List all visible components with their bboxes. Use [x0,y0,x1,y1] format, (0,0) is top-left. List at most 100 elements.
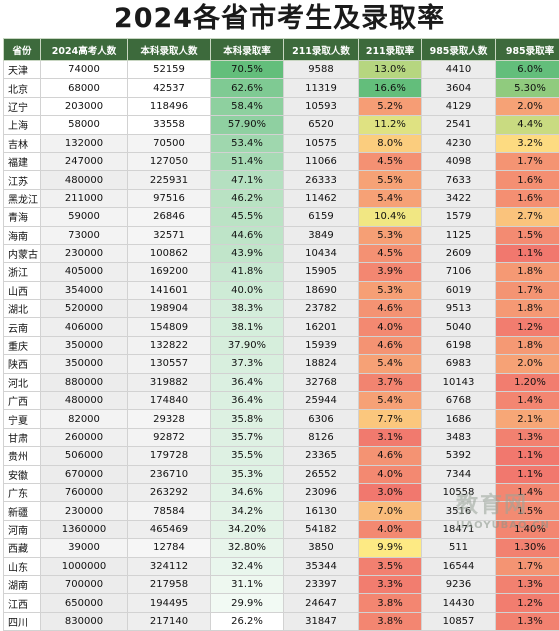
cell-undergrad-rate: 34.20% [211,520,284,538]
cell-undergrad-count: 132822 [128,336,211,354]
cell-undergrad-rate: 58.4% [211,97,284,115]
header-c985-rate: 985录取率 [496,39,559,61]
cell-c211-count: 31847 [284,612,359,630]
cell-gaokao-count: 211000 [41,189,128,207]
cell-undergrad-rate: 45.5% [211,208,284,226]
cell-gaokao-count: 260000 [41,428,128,446]
cell-undergrad-count: 33558 [128,116,211,134]
cell-c211-rate: 4.0% [359,318,422,336]
watermark-logo: 教育网 [456,492,556,520]
cell-province: 浙江 [4,263,41,281]
header-province: 省份 [4,39,41,61]
cell-c211-count: 18690 [284,281,359,299]
cell-c985-rate: 1.2% [496,318,559,336]
cell-c211-rate: 3.8% [359,612,422,630]
cell-c211-count: 6159 [284,208,359,226]
cell-gaokao-count: 230000 [41,244,128,262]
cell-undergrad-count: 127050 [128,152,211,170]
cell-c211-rate: 4.6% [359,336,422,354]
cell-c985-count: 3604 [422,79,496,97]
cell-c211-count: 9588 [284,61,359,79]
cell-province: 天津 [4,61,41,79]
cell-gaokao-count: 247000 [41,152,128,170]
cell-undergrad-rate: 34.6% [211,483,284,501]
header-gaokao-count: 2024高考人数 [41,39,128,61]
cell-c211-rate: 4.0% [359,465,422,483]
cell-c211-rate: 9.9% [359,539,422,557]
cell-undergrad-rate: 34.2% [211,502,284,520]
cell-undergrad-rate: 57.90% [211,116,284,134]
cell-c985-count: 10857 [422,612,496,630]
cell-c211-rate: 5.3% [359,226,422,244]
cell-c211-rate: 7.0% [359,502,422,520]
cell-undergrad-count: 174840 [128,392,211,410]
cell-c985-rate: 4.4% [496,116,559,134]
cell-c985-rate: 1.8% [496,300,559,318]
cell-gaokao-count: 203000 [41,97,128,115]
cell-c985-count: 4129 [422,97,496,115]
cell-province: 黑龙江 [4,189,41,207]
cell-undergrad-rate: 70.5% [211,61,284,79]
header-c211-rate: 211录取率 [359,39,422,61]
cell-province: 广西 [4,392,41,410]
cell-undergrad-count: 179728 [128,447,211,465]
cell-province: 湖南 [4,575,41,593]
cell-c985-count: 1125 [422,226,496,244]
cell-c211-count: 8126 [284,428,359,446]
cell-province: 内蒙古 [4,244,41,262]
cell-c985-rate: 3.2% [496,134,559,152]
cell-c211-count: 11066 [284,152,359,170]
cell-province: 河北 [4,373,41,391]
cell-c211-count: 11319 [284,79,359,97]
cell-c211-rate: 5.3% [359,281,422,299]
cell-undergrad-count: 194495 [128,594,211,612]
cell-undergrad-rate: 37.90% [211,336,284,354]
cell-c211-count: 32768 [284,373,359,391]
cell-c985-rate: 1.6% [496,189,559,207]
cell-c985-rate: 1.3% [496,575,559,593]
cell-c211-count: 15939 [284,336,359,354]
cell-province: 四川 [4,612,41,630]
cell-c211-count: 25944 [284,392,359,410]
cell-c985-rate: 1.4% [496,392,559,410]
cell-undergrad-count: 52159 [128,61,211,79]
cell-c211-count: 6306 [284,410,359,428]
cell-province: 辽宁 [4,97,41,115]
cell-c985-count: 7106 [422,263,496,281]
cell-undergrad-count: 263292 [128,483,211,501]
cell-c211-rate: 3.5% [359,557,422,575]
watermark-url: JIAOYUBAO.CN [456,520,556,531]
cell-c211-rate: 3.3% [359,575,422,593]
cell-undergrad-count: 130557 [128,355,211,373]
cell-gaokao-count: 650000 [41,594,128,612]
cell-undergrad-rate: 40.0% [211,281,284,299]
cell-gaokao-count: 58000 [41,116,128,134]
cell-gaokao-count: 59000 [41,208,128,226]
cell-undergrad-count: 324112 [128,557,211,575]
cell-c211-rate: 13.0% [359,61,422,79]
cell-undergrad-count: 217140 [128,612,211,630]
cell-gaokao-count: 39000 [41,539,128,557]
cell-gaokao-count: 354000 [41,281,128,299]
cell-province: 甘肃 [4,428,41,446]
cell-undergrad-rate: 32.80% [211,539,284,557]
cell-undergrad-count: 198904 [128,300,211,318]
cell-province: 广东 [4,483,41,501]
cell-c211-rate: 3.0% [359,483,422,501]
cell-gaokao-count: 506000 [41,447,128,465]
cell-undergrad-count: 141601 [128,281,211,299]
cell-gaokao-count: 700000 [41,575,128,593]
cell-c211-rate: 5.4% [359,189,422,207]
cell-gaokao-count: 880000 [41,373,128,391]
cell-undergrad-rate: 36.4% [211,392,284,410]
cell-c211-count: 26552 [284,465,359,483]
